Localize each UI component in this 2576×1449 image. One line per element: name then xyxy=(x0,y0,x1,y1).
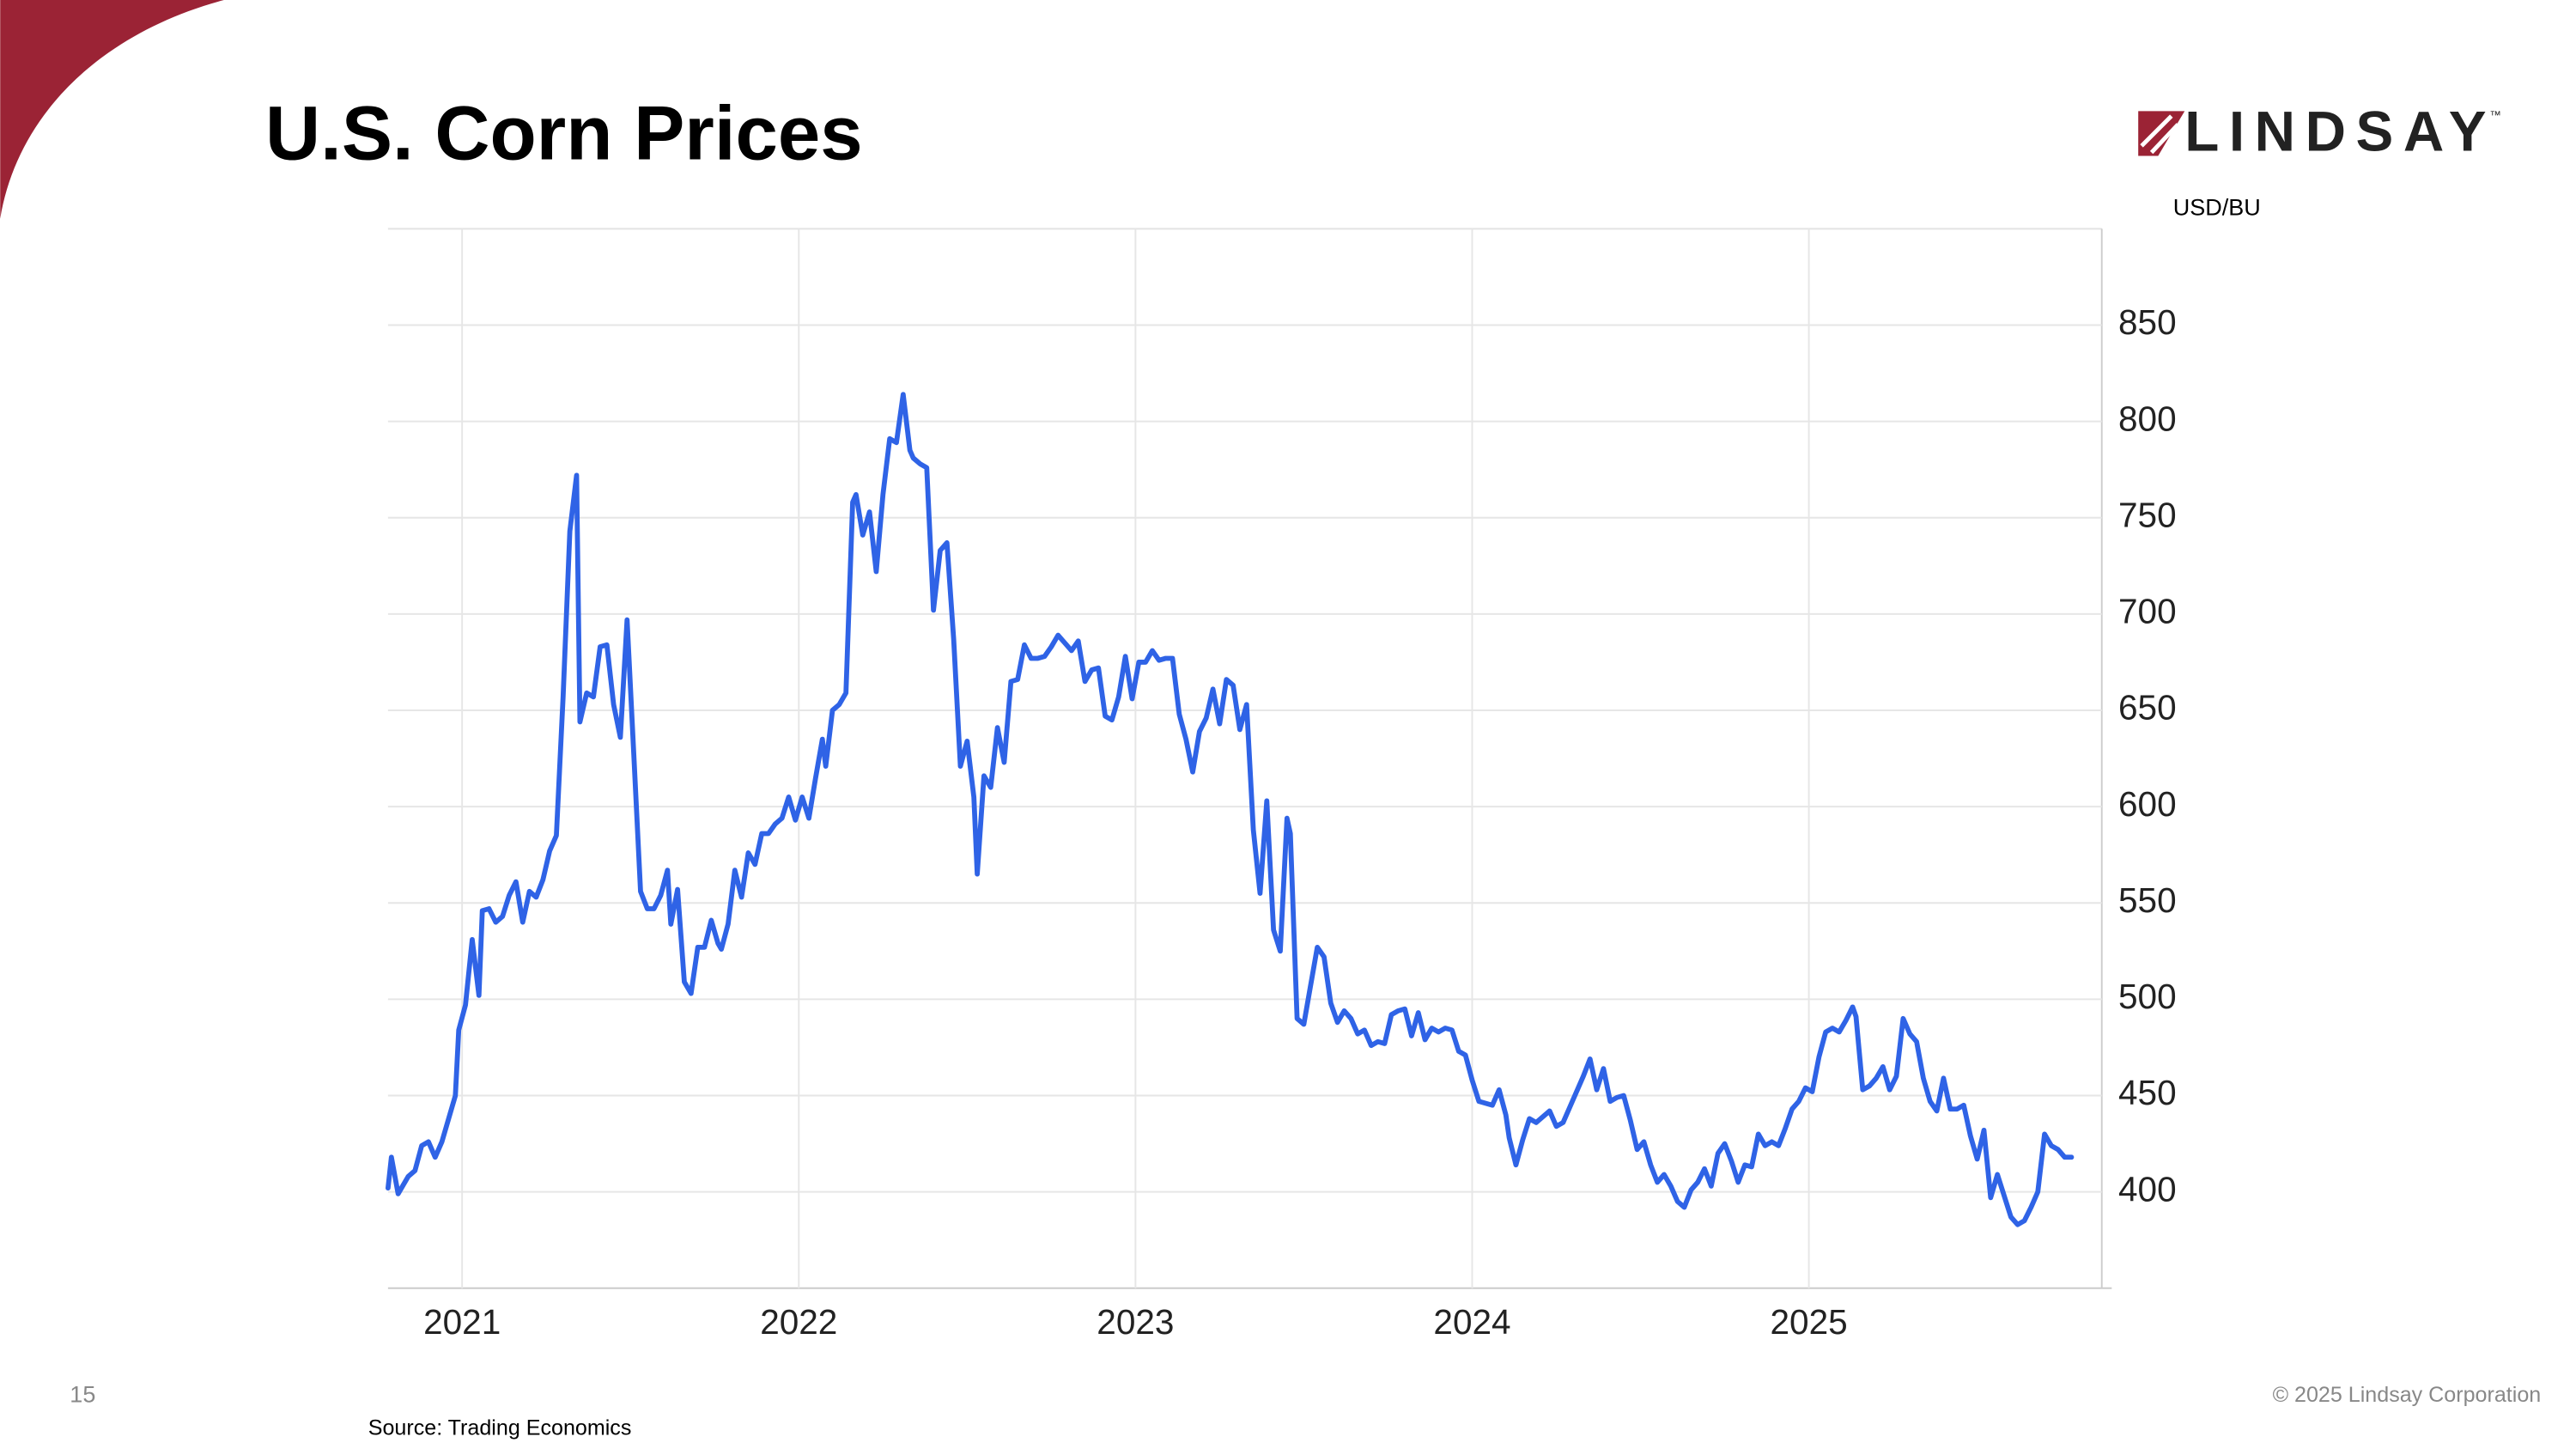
y-tick-label: 700 xyxy=(2118,592,2177,631)
y-tick-label: 750 xyxy=(2118,495,2177,534)
y-tick-label: 400 xyxy=(2118,1169,2177,1209)
y-tick-label: 650 xyxy=(2118,688,2177,728)
y-tick-label: 850 xyxy=(2118,302,2177,342)
y-tick-label: 600 xyxy=(2118,784,2177,824)
x-tick-label: 2022 xyxy=(760,1302,837,1342)
logo-mark xyxy=(2138,111,2185,156)
x-tick-label: 2021 xyxy=(423,1302,501,1342)
logo-stripe xyxy=(2149,123,2180,155)
logo: LINDSAY ™ xyxy=(2138,100,2501,163)
logo-text: LINDSAY xyxy=(2184,100,2486,163)
y-tick-label: 450 xyxy=(2118,1073,2177,1112)
copyright: © 2025 Lindsay Corporation xyxy=(2273,1383,2542,1407)
trademark: ™ xyxy=(2489,109,2500,122)
x-tick-label: 2024 xyxy=(1433,1302,1510,1342)
x-tick-label: 2025 xyxy=(1771,1302,1848,1342)
y-tick-label: 800 xyxy=(2118,399,2177,438)
logo-stripe xyxy=(2140,114,2173,148)
source: Source: Trading Economics xyxy=(368,1416,632,1440)
y-axis-label: USD/BU xyxy=(2173,194,2261,220)
y-tick-label: 500 xyxy=(2118,977,2177,1016)
y-tick-label: 550 xyxy=(2118,880,2177,920)
price-line xyxy=(386,392,2075,1227)
corner-arc xyxy=(0,0,224,219)
page-number: 15 xyxy=(70,1381,95,1407)
x-tick-label: 2023 xyxy=(1097,1302,1174,1342)
chart-title: U.S. Corn Prices xyxy=(265,91,863,176)
